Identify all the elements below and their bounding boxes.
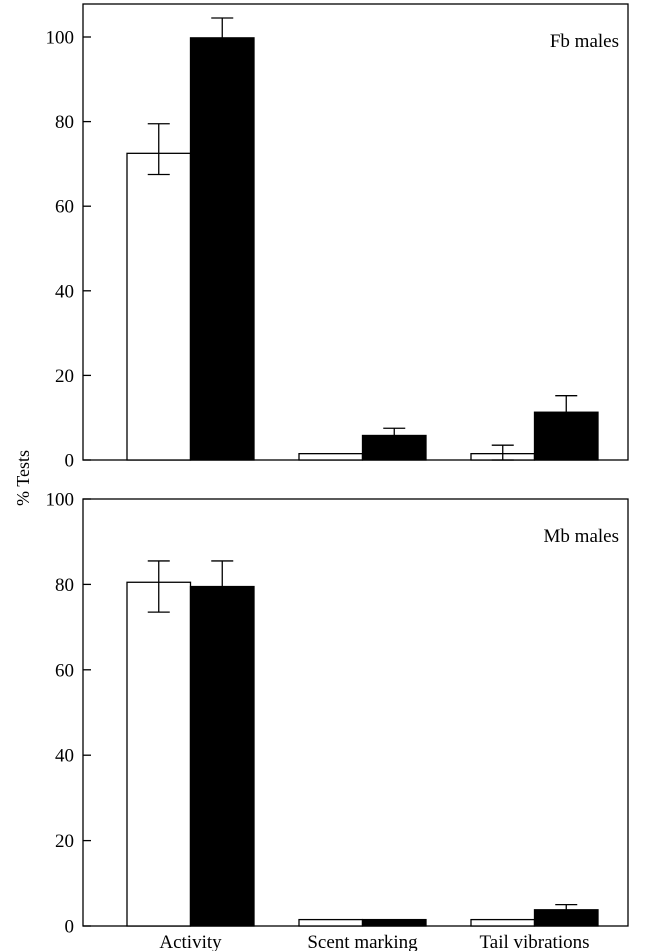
y-tick-label: 60 xyxy=(55,660,74,681)
y-tick-label: 100 xyxy=(46,490,75,511)
y-axis-label-group: % Tests xyxy=(13,450,33,506)
y-axis-label: % Tests xyxy=(13,450,33,506)
panel-1: 0 20 40 60 80 100 Fb males xyxy=(46,3,629,472)
bar-black-tail-vibrations xyxy=(533,411,599,461)
y-tick-label: 40 xyxy=(55,281,74,302)
bar-black-scent-marking xyxy=(361,434,427,461)
y-tick-label: 0 xyxy=(65,917,75,938)
category-labels: Activity Scent marking Tail vibrations xyxy=(159,932,589,951)
category-label: Activity xyxy=(159,932,222,951)
bar-white-tail-vibrations xyxy=(470,918,536,927)
y-tick-label: 0 xyxy=(65,451,75,472)
bar-black-scent-marking xyxy=(361,918,427,927)
y-tick-label: 80 xyxy=(55,112,74,133)
bar-black-activity xyxy=(189,585,255,927)
panel-label: Mb males xyxy=(544,526,619,547)
y-tick-label: 60 xyxy=(55,197,74,218)
panels: 0 20 40 60 80 100 Fb males 0 20 40 60 80 100 Mb males xyxy=(46,3,629,938)
y-tick-label: 80 xyxy=(55,575,74,596)
panel-label: Fb males xyxy=(550,31,619,52)
bar-white-scent-marking xyxy=(298,918,364,927)
bar-white-scent-marking xyxy=(298,453,364,461)
y-tick-label: 40 xyxy=(55,746,74,767)
bar-black-activity xyxy=(189,37,255,461)
bar-white-activity xyxy=(126,152,192,461)
panel-2: 0 20 40 60 80 100 Mb males xyxy=(46,490,629,938)
y-tick-label: 100 xyxy=(46,28,75,49)
y-tick-label: 20 xyxy=(55,831,74,852)
category-label: Tail vibrations xyxy=(479,932,589,951)
category-label: Scent marking xyxy=(307,932,418,951)
bar-black-tail-vibrations xyxy=(533,909,599,927)
y-tick-label: 20 xyxy=(55,366,74,387)
bar-white-activity xyxy=(126,581,192,927)
